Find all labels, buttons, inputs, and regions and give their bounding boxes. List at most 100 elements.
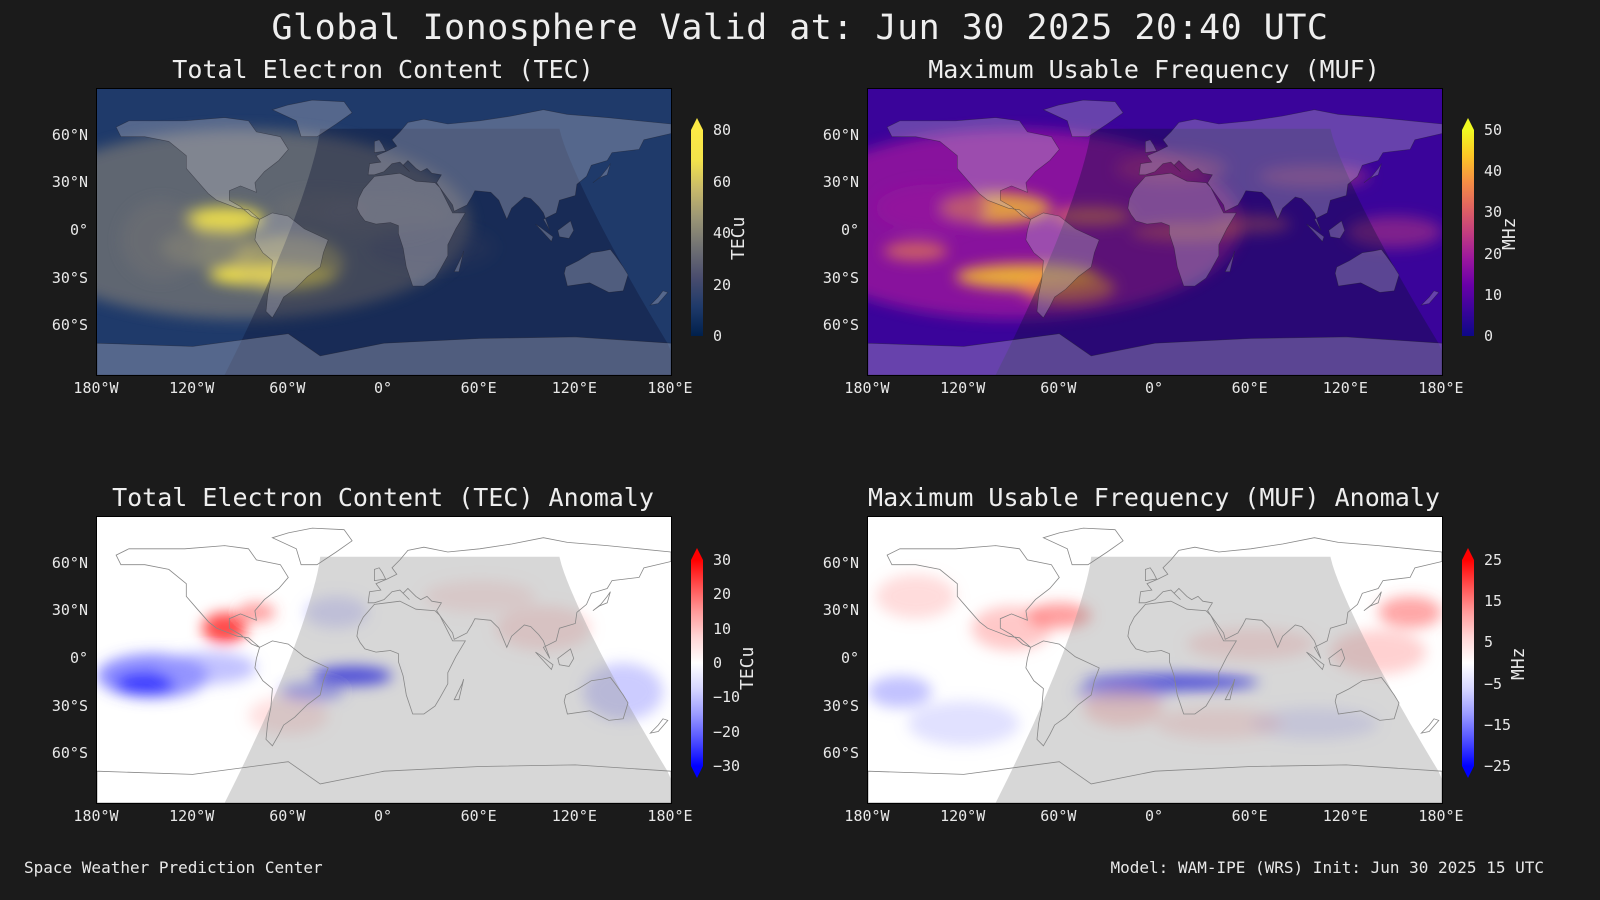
muf-anomaly-colorbar xyxy=(1462,560,1474,766)
muf-anomaly-coastline xyxy=(1334,677,1400,721)
longitude-tick-label: 180°E xyxy=(1418,807,1464,825)
tec-colorbar-tick-label: 0 xyxy=(713,327,723,345)
longitude-tick-label: 180°W xyxy=(844,379,890,397)
tec-anomaly-colorbar-tick-label: −30 xyxy=(713,757,741,775)
latitude-tick-label: 30°N xyxy=(822,601,859,620)
tec-coastline xyxy=(367,109,671,231)
tec-coastline xyxy=(271,99,353,137)
longitude-tick-label: 120°W xyxy=(940,379,986,397)
muf-anomaly-colorbar-tick-label: −15 xyxy=(1484,715,1512,734)
muf-anomaly-colorbar-tick-label: 5 xyxy=(1484,633,1494,652)
tec-anomaly-coastline xyxy=(557,648,575,667)
tec-anomaly-coastline xyxy=(356,600,467,715)
longitude-tick-label: 120°E xyxy=(1322,807,1368,825)
muf-anomaly-colorbar-tick-label: −25 xyxy=(1484,757,1512,775)
muf-coastline xyxy=(1363,163,1382,183)
tec-anomaly-contour-blob xyxy=(495,605,592,651)
tec-coastline xyxy=(649,290,669,306)
muf-colorbar-tick-label: 30 xyxy=(1484,203,1503,222)
muf-contour-blob xyxy=(1210,214,1291,234)
muf-anomaly-coastline xyxy=(1127,600,1238,715)
muf-contour-blob xyxy=(1258,165,1371,188)
muf-colorbar-tick-label: 0 xyxy=(1484,327,1494,345)
tec-coastline xyxy=(453,251,464,272)
muf-anomaly-contour-blob xyxy=(875,574,956,619)
muf-coastline xyxy=(1025,212,1100,319)
tec-anomaly-field xyxy=(97,527,671,803)
muf-anomaly-colorbar-extend-max xyxy=(1462,548,1474,560)
longitude-tick-label: 120°E xyxy=(551,807,597,825)
tec-colorbar-tick-label: 60 xyxy=(713,172,732,191)
muf-coastline xyxy=(1224,251,1235,272)
muf-anomaly-coastline xyxy=(1328,648,1346,667)
longitude-tick-label: 60°W xyxy=(1040,379,1077,397)
muf-anomaly-contour-blob xyxy=(1330,629,1427,675)
tec-panel-title: Total Electron Content (TEC) xyxy=(172,55,594,84)
longitude-tick-label: 180°E xyxy=(647,379,693,397)
muf-anomaly-coastline xyxy=(1138,537,1442,659)
tec-anomaly-coastline xyxy=(271,527,353,566)
tec-anomaly-colorbar-tick-label: 20 xyxy=(713,585,732,604)
longitude-tick-label: 180°W xyxy=(73,807,119,825)
muf-coastline xyxy=(1138,109,1442,231)
muf-coastline xyxy=(886,117,1060,220)
tec-anomaly-contour-blob xyxy=(237,602,276,622)
muf-panel-title: Maximum Usable Frequency (MUF) xyxy=(928,55,1380,84)
muf-anomaly-coastline xyxy=(1025,640,1100,747)
muf-coastline xyxy=(1145,139,1158,153)
latitude-tick-label: 60°S xyxy=(822,744,859,763)
muf-colorbar-tick-label: 10 xyxy=(1484,285,1503,304)
longitude-tick-label: 120°W xyxy=(940,807,986,825)
tec-contour-blob xyxy=(368,225,496,271)
tec-coastline xyxy=(557,220,575,239)
muf-anomaly-field xyxy=(868,527,1442,803)
tec-anomaly-contour-blob xyxy=(583,663,664,721)
tec-coastline xyxy=(97,333,671,375)
muf-contour-blob xyxy=(883,241,948,261)
tec-anomaly-colorbar-tick-label: −20 xyxy=(713,722,741,741)
longitude-tick-label: 0° xyxy=(1144,807,1164,825)
tec-coastline xyxy=(592,163,611,183)
latitude-tick-label: 30°N xyxy=(51,173,88,192)
tec-coastline xyxy=(374,139,387,153)
tec-contour-blob xyxy=(232,235,345,293)
footer-model-info: Model: WAM-IPE (WRS) Init: Jun 30 2025 1… xyxy=(1110,858,1544,877)
muf-coastline xyxy=(1420,290,1440,306)
page-title: Global Ionosphere Valid at: Jun 30 2025 … xyxy=(271,8,1329,48)
muf-anomaly-coastline xyxy=(1042,527,1124,566)
tec-coastline xyxy=(563,249,629,293)
longitude-tick-label: 60°E xyxy=(1231,379,1268,397)
muf-anomaly-colorbar-tick-label: 25 xyxy=(1484,551,1503,569)
longitude-tick-label: 120°W xyxy=(169,807,215,825)
muf-anomaly-contour-blob xyxy=(1378,596,1442,629)
tec-anomaly-coastline xyxy=(563,677,629,721)
latitude-tick-label: 0° xyxy=(69,221,88,239)
tec-colorbar-tick-label: 20 xyxy=(713,275,732,294)
muf-anomaly-colorbar-tick-label: −5 xyxy=(1484,674,1503,693)
muf-anomaly-contour-blob xyxy=(1027,602,1092,629)
muf-contour-blob xyxy=(875,184,988,232)
latitude-tick-label: 30°S xyxy=(822,268,859,287)
tec-anomaly-contour-blob xyxy=(304,596,369,629)
muf-map xyxy=(867,88,1443,376)
muf-colorbar-tick-label: 20 xyxy=(1484,244,1503,263)
muf-anomaly-panel-title: Maximum Usable Frequency (MUF) Anomaly xyxy=(868,483,1440,512)
muf-field xyxy=(868,89,1442,375)
latitude-tick-label: 30°S xyxy=(51,268,88,287)
tec-colorbar xyxy=(691,130,703,336)
muf-coastline xyxy=(1328,220,1346,239)
tec-colorbar-tick-label: 40 xyxy=(713,224,732,242)
footer-source: Space Weather Prediction Center xyxy=(24,858,323,877)
muf-coastline xyxy=(1042,99,1124,137)
muf-coastline xyxy=(1334,249,1400,293)
muf-anomaly-contour-blob xyxy=(907,701,1020,746)
tec-colorbar-unit: TECu xyxy=(728,216,749,260)
tec-anomaly-colorbar xyxy=(691,560,703,766)
muf-anomaly-colorbar-unit: MHz xyxy=(1508,647,1529,680)
muf-contour-blob xyxy=(1346,216,1442,248)
tec-anomaly-panel-title: Total Electron Content (TEC) Anomaly xyxy=(112,483,654,512)
latitude-tick-label: 60°N xyxy=(822,553,859,572)
latitude-tick-label: 0° xyxy=(840,649,859,667)
muf-anomaly-colorbar-extend-min xyxy=(1462,766,1474,778)
muf-anomaly-coastline xyxy=(1306,651,1325,671)
